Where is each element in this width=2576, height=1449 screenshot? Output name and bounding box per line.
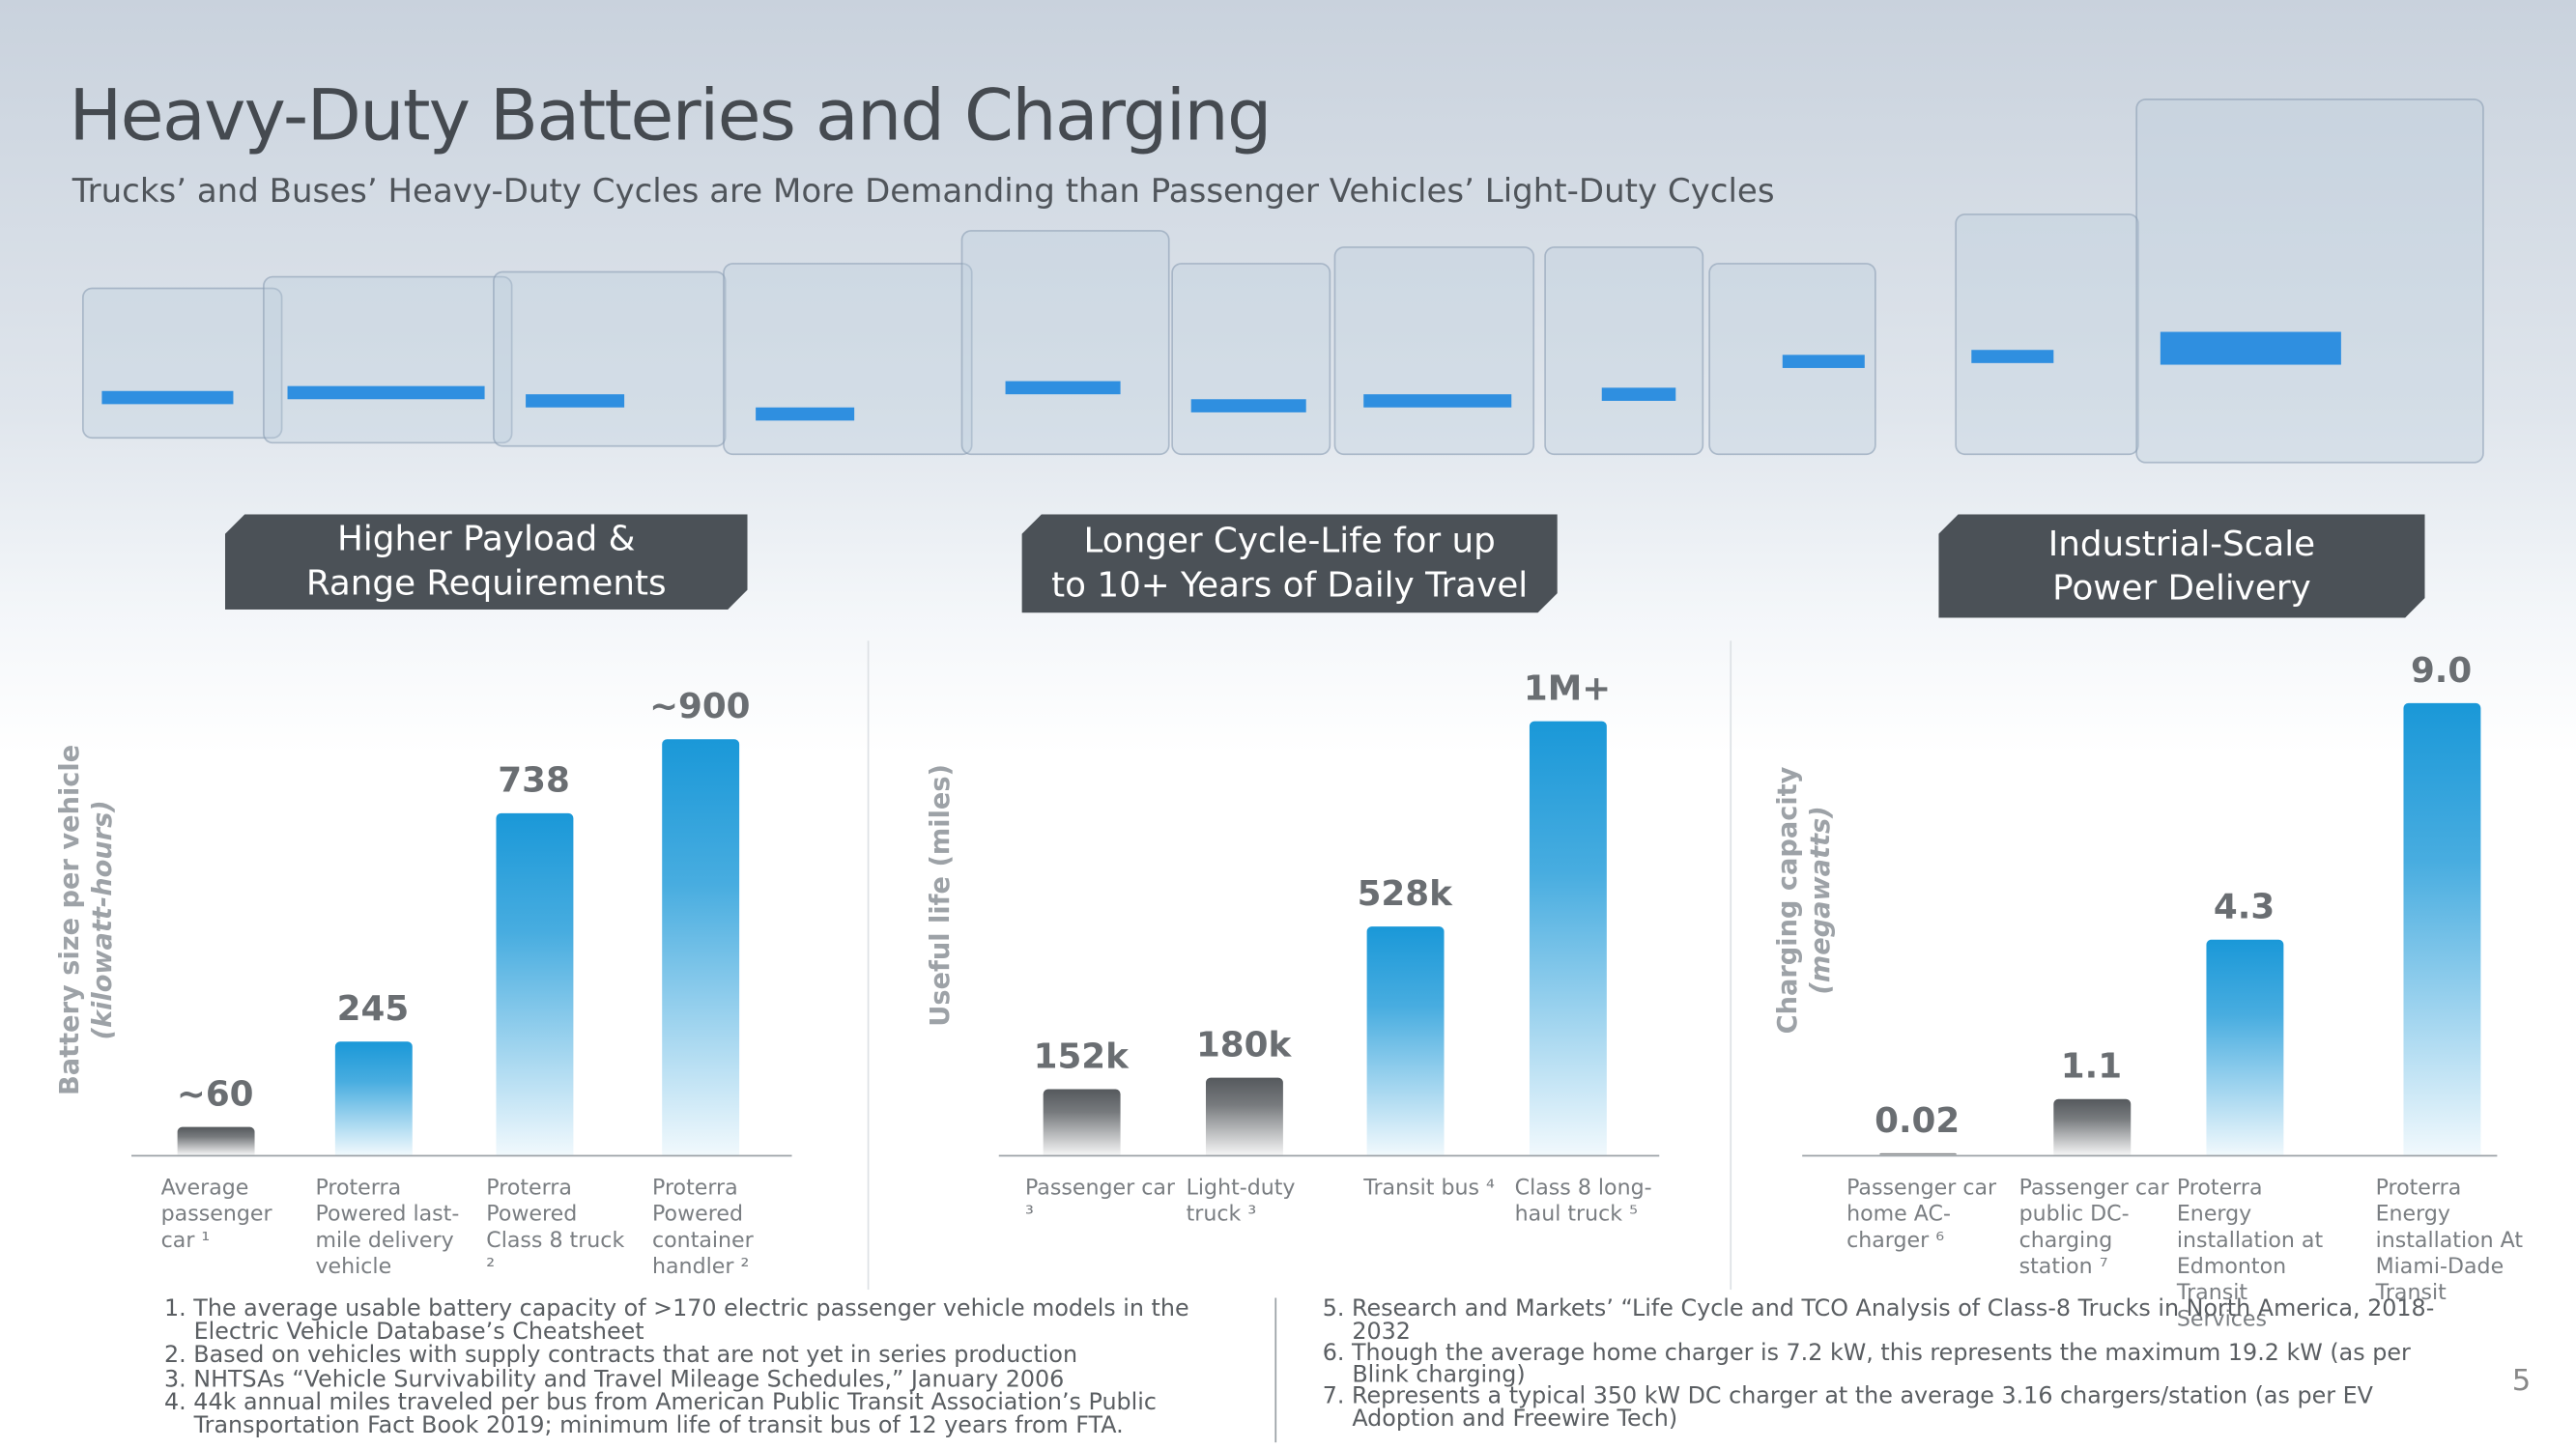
value-label: ~60	[176, 1074, 254, 1115]
footnote: 3. NHTSAs “Vehicle Survivability and Tra…	[164, 1366, 1065, 1393]
banner-line: Range Requirements	[305, 563, 667, 604]
value-label: 0.02	[1875, 1101, 1961, 1141]
banner-line: to 10+ Years of Daily Travel	[1051, 565, 1529, 605]
bar	[661, 738, 739, 1155]
bar	[334, 1041, 412, 1155]
divider	[1730, 640, 1732, 1291]
slide-title: Heavy-Duty Batteries and Charging	[69, 75, 1272, 158]
category-label: Proterra Energy installation at Edmonton…	[2176, 1176, 2324, 1333]
footnote: 7. Represents a typical 350 kW DC charge…	[1322, 1382, 2373, 1433]
category-label: Passenger car ³	[1024, 1176, 1176, 1228]
value-label: ~900	[649, 686, 751, 726]
category-label: Proterra Powered last-mile delivery vehi…	[315, 1176, 460, 1280]
bar	[495, 813, 573, 1155]
footnote: 4. 44k annual miles traveled per bus fro…	[164, 1389, 1157, 1438]
category-label: Light-duty truck ³	[1186, 1176, 1296, 1228]
value-label: 1.1	[2060, 1047, 2123, 1087]
slide-subtitle: Trucks’ and Buses’ Heavy-Duty Cycles are…	[72, 170, 1775, 211]
banner-line: Power Delivery	[2052, 567, 2311, 608]
banner-line: Longer Cycle-Life for up	[1083, 521, 1496, 560]
value-label: 180k	[1195, 1024, 1292, 1065]
bar	[1365, 925, 1444, 1155]
category-label: Average passenger car ¹	[160, 1176, 272, 1254]
banner-line: Higher Payload &	[337, 519, 636, 559]
footnote: 2. Based on vehicles with supply contrac…	[164, 1342, 1078, 1369]
baseline	[998, 1154, 1660, 1157]
category-label: Proterra Energy installation At Miami-Da…	[2375, 1176, 2524, 1307]
banner-line: Industrial-Scale	[2047, 523, 2316, 563]
value-label: 738	[498, 760, 570, 801]
divider	[867, 640, 870, 1291]
category-label: Class 8 long-haul truck ⁵	[1514, 1176, 1652, 1228]
value-label: 4.3	[2213, 886, 2275, 926]
banner: Industrial-Scale Power Delivery	[1938, 514, 2424, 617]
category-label: Proterra Powered Class 8 truck ²	[486, 1176, 625, 1280]
category-label: Passenger car home AC-charger ⁶	[1846, 1176, 1997, 1254]
value-label: 9.0	[2410, 650, 2473, 691]
footnote: 5. Research and Markets’ “Life Cycle and…	[1322, 1295, 2435, 1346]
y-axis-sublabel: (kilowatt-hours)	[86, 800, 118, 1040]
y-axis-label: Charging capacity	[1771, 766, 1804, 1035]
bar	[1878, 1153, 1957, 1156]
y-axis-label: Battery size per vehicle	[53, 744, 85, 1095]
bar	[176, 1126, 254, 1155]
bar	[1205, 1076, 1283, 1155]
baseline	[1802, 1154, 2498, 1157]
bar	[2052, 1099, 2131, 1155]
bar	[1529, 722, 1607, 1155]
y-axis-sublabel: (megawatts)	[1804, 806, 1837, 995]
bar	[2402, 703, 2480, 1155]
bar	[1042, 1089, 1120, 1155]
banner: Higher Payload & Range Requirements	[225, 514, 748, 610]
divider	[1274, 1297, 1277, 1443]
value-label: 152k	[1033, 1036, 1129, 1076]
value-label: 245	[336, 988, 410, 1029]
bar	[2205, 939, 2283, 1155]
category-label: Transit bus ⁴	[1363, 1176, 1495, 1202]
page-number: 5	[2511, 1363, 2532, 1399]
value-label: 528k	[1357, 873, 1452, 914]
footnote: 1. The average usable battery capacity o…	[164, 1295, 1189, 1346]
y-axis-label: Useful life (miles)	[924, 764, 956, 1027]
value-label: 1M+	[1523, 668, 1612, 709]
baseline	[131, 1154, 792, 1157]
banner: Longer Cycle-Life for up to 10+ Years of …	[1022, 514, 1558, 612]
footnote: 6. Though the average home charger is 7.…	[1322, 1339, 2411, 1389]
category-label: Passenger car public DC-charging station…	[2018, 1176, 2169, 1280]
category-label: Proterra Powered container handler ²	[652, 1176, 754, 1280]
